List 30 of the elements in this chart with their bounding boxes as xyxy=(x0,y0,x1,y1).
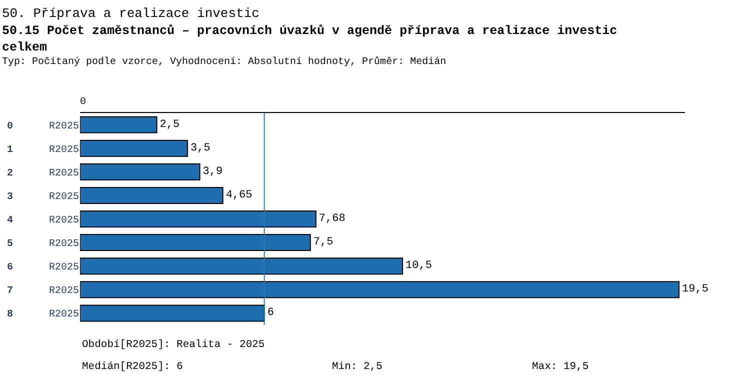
text: 0 xyxy=(80,97,86,108)
data-label: 19,5 xyxy=(682,284,708,296)
text: Medián[R2025]: 6 xyxy=(82,361,183,373)
chart-title: 50. Příprava a realizace investic xyxy=(2,6,260,21)
data-label: 7,5 xyxy=(313,236,334,249)
data-label: 3,9 xyxy=(202,166,223,178)
bar xyxy=(80,186,224,204)
data-label: 7,68 xyxy=(318,213,346,225)
bar xyxy=(80,140,188,157)
text: Min: 2,5 xyxy=(332,361,382,373)
data-label: 3,5 xyxy=(190,142,210,154)
data-label: 2,5 xyxy=(160,118,180,131)
category-label: 8 R2025 xyxy=(6,310,79,321)
category-label: 0 R2025 xyxy=(6,121,79,132)
category-label: 3 R2025 xyxy=(6,192,79,203)
category-label: 1 R2025 xyxy=(6,144,79,156)
category-label: 2 R2025 xyxy=(6,168,79,180)
text: Max: 19,5 xyxy=(532,361,589,373)
category-label: 5 R2025 xyxy=(6,239,79,250)
text: Období[R2025]: Realita - 2025 xyxy=(82,339,265,351)
data-label: 4,65 xyxy=(226,189,252,202)
data-label: 6 xyxy=(267,307,274,320)
bar xyxy=(80,116,158,134)
chart-subtitle: 50.15 Počet zaměstnanců – pracovních úvazků v agendě příprava a realizace investic celkem xyxy=(2,24,618,54)
bar xyxy=(80,163,200,180)
text: Typ: Počítaný podle vzorce, Vyhodnocení: Absolutní hodnoty, Průměr: Medián xyxy=(2,56,446,68)
category-label: 7 R2025 xyxy=(6,286,79,298)
data-label: 10,5 xyxy=(406,260,432,272)
category-label: 6 R2025 xyxy=(6,262,79,274)
category-label: 4 R2025 xyxy=(6,216,79,226)
